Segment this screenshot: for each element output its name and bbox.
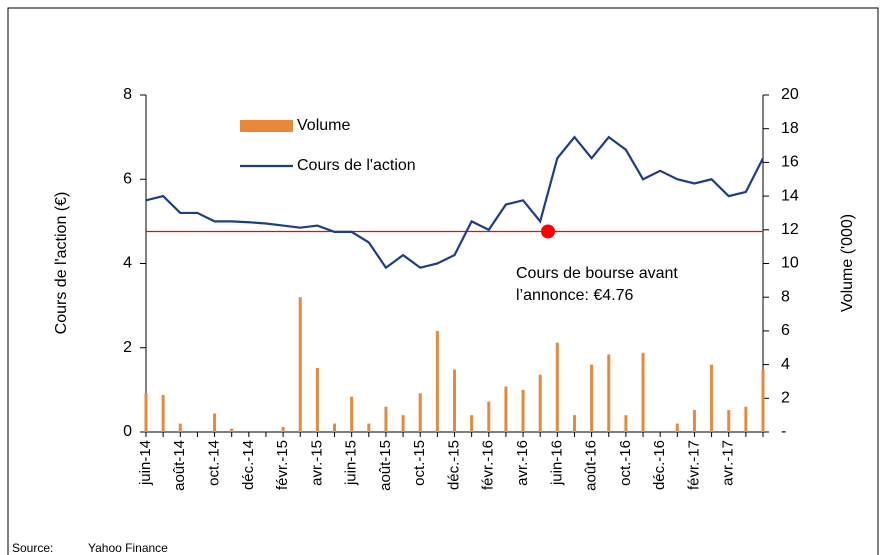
volume-bar: [367, 423, 371, 432]
volume-bar: [298, 297, 302, 432]
x-tick-label: août-14: [171, 440, 188, 491]
x-tick-label: avr.-17: [720, 440, 737, 486]
x-tick-label: déc.-16: [651, 440, 668, 490]
y2-tick-label: 4: [781, 356, 790, 373]
volume-bar: [572, 415, 576, 432]
x-tick-label: août-16: [583, 440, 600, 491]
volume-bar: [178, 423, 182, 432]
y2-tick-label: 8: [781, 288, 790, 305]
volume-bar: [555, 342, 559, 432]
volume-bar: [453, 369, 456, 432]
volume-bar: [710, 364, 714, 432]
legend-label: Cours de l'action: [297, 157, 416, 174]
reference-label: l’annonce: €4.76: [516, 287, 634, 304]
x-tick-label: févr.-16: [480, 440, 497, 490]
y2-tick-label: 6: [781, 322, 790, 339]
volume-bar: [213, 413, 217, 432]
volume-bar: [675, 423, 679, 432]
y-tick-label: 8: [123, 86, 132, 103]
y2-tick-label: 2: [781, 390, 790, 407]
reference-point: [541, 224, 555, 239]
y2-tick-label: 14: [781, 187, 799, 204]
volume-bar: [538, 374, 542, 432]
volume-bar: [590, 364, 594, 432]
volume-bar: [435, 330, 439, 432]
volume-bar: [692, 410, 696, 432]
volume-bar: [624, 415, 628, 432]
chart-frame: [7, 7, 879, 555]
volume-bar: [727, 410, 731, 432]
volume-bar: [470, 415, 474, 432]
y-tick-label: 4: [123, 255, 132, 272]
source-value: Yahoo Finance: [88, 541, 168, 555]
x-tick-label: avr.-15: [308, 440, 325, 486]
volume-bar: [401, 415, 405, 432]
x-tick-label: juin-15: [343, 440, 360, 486]
x-tick-label: avr.-16: [514, 440, 531, 486]
volume-bar: [350, 396, 354, 432]
price-line: [145, 135, 764, 270]
x-tick-label: févr.-17: [685, 440, 702, 490]
volume-bar: [521, 389, 525, 432]
x-tick-label: déc.-15: [445, 440, 462, 490]
volume-bar: [281, 426, 285, 432]
y-axis-title: Cours de l'action (€): [53, 192, 70, 335]
volume-bar: [487, 401, 491, 432]
y2-axis-title: Volume ('000): [839, 214, 856, 312]
x-tick-label: juin-14: [137, 440, 154, 486]
volume-bar: [384, 406, 388, 432]
y-tick-label: 0: [123, 423, 132, 440]
volume-bar: [418, 393, 422, 432]
y2-tick-label: 20: [781, 86, 799, 103]
volume-bar: [607, 354, 611, 432]
volume-bar: [504, 386, 508, 432]
y2-tick-label: -: [781, 423, 786, 440]
reference-label: Cours de bourse avant: [516, 265, 678, 282]
x-tick-label: déc.-14: [240, 440, 257, 490]
y2-tick-label: 12: [781, 221, 799, 238]
y-tick-label: 6: [123, 170, 132, 187]
volume-bar: [641, 352, 645, 432]
x-tick-label: oct.-14: [206, 440, 223, 486]
x-tick-label: févr.-15: [274, 440, 291, 490]
volume-bar: [333, 423, 337, 432]
x-tick-label: août-15: [377, 440, 394, 491]
legend-label: Volume: [297, 117, 350, 134]
source-label: Source:: [12, 541, 53, 555]
x-tick-label: juin-16: [548, 440, 565, 486]
y-tick-label: 2: [123, 339, 132, 356]
volume-bar: [315, 367, 319, 432]
volume-bar: [144, 393, 148, 432]
y2-tick-label: 18: [781, 120, 799, 137]
volume-bar: [230, 428, 234, 432]
volume-bar: [744, 406, 748, 432]
y2-tick-label: 10: [781, 255, 799, 272]
y2-tick-label: 16: [781, 154, 799, 171]
legend-swatch: [240, 120, 293, 132]
volume-bar: [161, 394, 165, 432]
x-tick-label: oct.-15: [411, 440, 428, 486]
x-tick-label: oct.-16: [617, 440, 634, 486]
volume-bar: [761, 369, 765, 432]
